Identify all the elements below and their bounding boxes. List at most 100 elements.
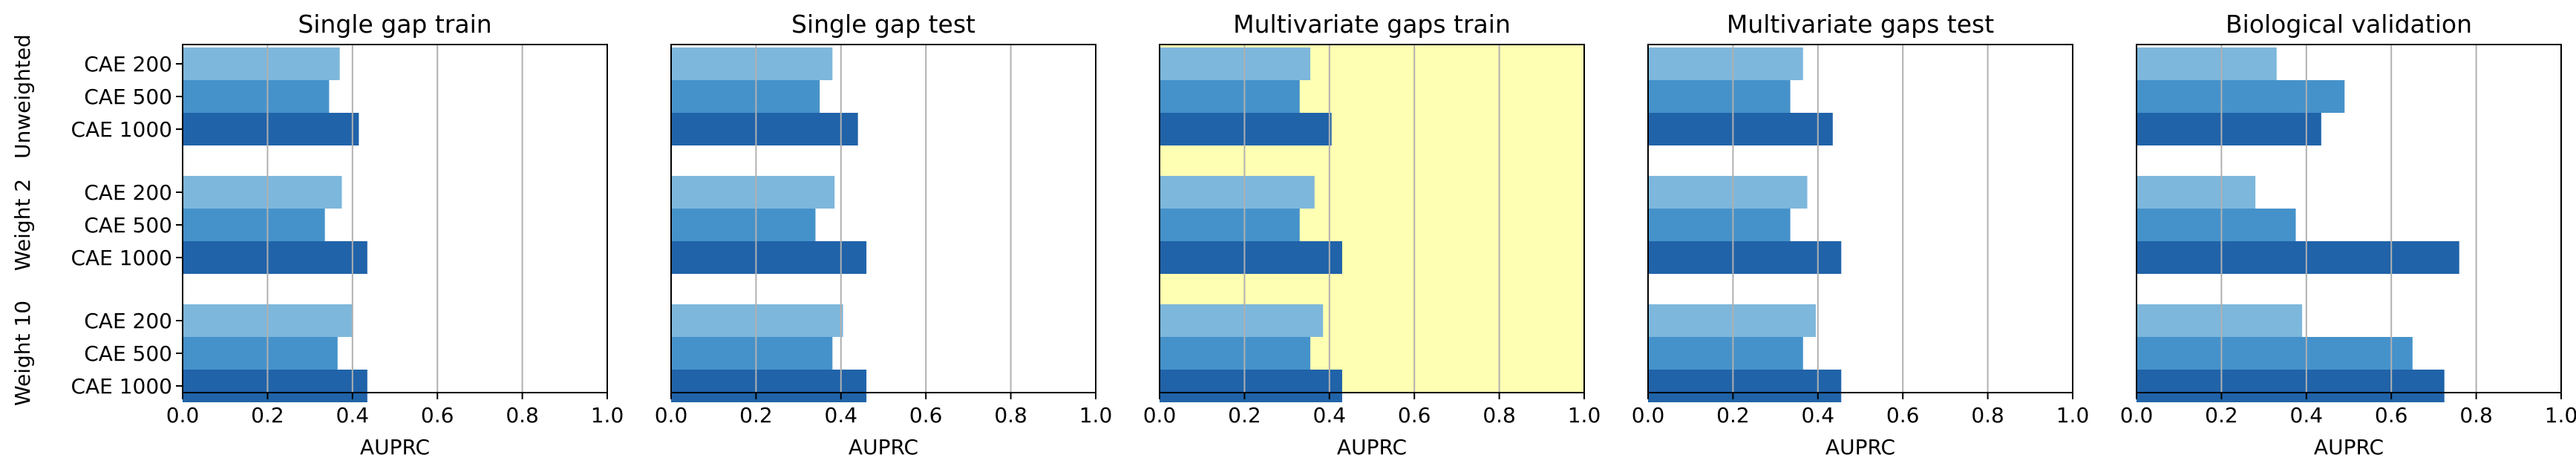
- x-tick-label: 0.8: [506, 403, 539, 428]
- x-tick-label: 0.8: [1482, 403, 1516, 428]
- bar-2-2-0: [1160, 304, 1324, 337]
- x-tick-label: 1.0: [1079, 403, 1113, 428]
- x-tick-label: 0.6: [909, 403, 943, 428]
- bar-0-1-2: [183, 241, 367, 274]
- bar-3-1-0: [1648, 176, 1808, 209]
- x-tick-label: 0.2: [1716, 403, 1750, 428]
- chart-title: Multivariate gaps train: [1233, 10, 1511, 39]
- bar-4-2-2: [2137, 370, 2445, 402]
- bar-0-1-0: [183, 176, 342, 209]
- x-tick-label: 0.2: [2205, 403, 2238, 428]
- x-tick-label: 0.4: [825, 403, 858, 428]
- group-label: Weight 2: [10, 179, 35, 271]
- x-tick-label: 0.8: [2459, 403, 2493, 428]
- axes-frame: [670, 44, 1096, 393]
- chart-title: Biological validation: [2226, 10, 2472, 39]
- bar-1-1-0: [671, 176, 835, 209]
- group-label: Weight 10: [10, 301, 35, 406]
- bar-0-0-2: [183, 113, 359, 145]
- x-tick-label: 0.2: [739, 403, 773, 428]
- chart-panel-4: 0.0 0.2 0.4 0.6 0.8 1.0 AUPRC Multivariate gaps…: [1632, 10, 2090, 459]
- bar-4-1-0: [2137, 176, 2256, 209]
- chart-title: Single gap test: [791, 10, 975, 39]
- y-tick-label: CAE 1000: [71, 374, 172, 399]
- bar-1-2-2: [671, 370, 867, 402]
- x-axis-label: AUPRC: [360, 435, 430, 459]
- x-tick-label: 0.6: [1398, 403, 1431, 428]
- x-tick-label: 0.6: [2375, 403, 2408, 428]
- y-tick-label: CAE 1000: [71, 246, 172, 270]
- bar-3-2-2: [1648, 370, 1842, 402]
- bar-2-0-1: [1160, 80, 1300, 113]
- x-tick-label: 0.4: [1802, 403, 1835, 428]
- group-label: Unweighted: [10, 34, 35, 159]
- bar-2-0-2: [1160, 113, 1332, 145]
- chart-panel-1: 0.0 0.2 0.4 0.6 0.8 1.0 AUPRC Single gap train C…: [10, 10, 624, 459]
- x-tick-label: 0.8: [1971, 403, 2004, 428]
- x-axis-label: AUPRC: [1337, 435, 1407, 459]
- bar-3-1-1: [1648, 209, 1791, 241]
- bar-4-1-2: [2137, 241, 2459, 274]
- bar-1-1-2: [671, 241, 867, 274]
- bar-0-0-0: [183, 48, 340, 80]
- x-tick-label: 0.0: [1632, 403, 1665, 428]
- bar-0-0-1: [183, 80, 330, 113]
- bar-4-0-0: [2137, 48, 2277, 80]
- bar-4-0-2: [2137, 113, 2321, 145]
- bar-3-1-2: [1648, 241, 1842, 274]
- bar-3-0-1: [1648, 80, 1791, 113]
- x-tick-label: 1.0: [1568, 403, 1601, 428]
- y-tick-label: CAE 500: [84, 341, 172, 366]
- bar-0-1-1: [183, 209, 325, 241]
- x-tick-label: 0.6: [421, 403, 454, 428]
- chart-panel-2: 0.0 0.2 0.4 0.6 0.8 1.0 AUPRC Single gap test: [655, 10, 1113, 459]
- axes-frame: [2136, 44, 2562, 393]
- x-tick-label: 0.4: [336, 403, 370, 428]
- bar-3-0-0: [1648, 48, 1803, 80]
- x-tick-label: 1.0: [2545, 403, 2576, 428]
- axes-frame: [182, 44, 608, 393]
- x-axis-label: AUPRC: [849, 435, 918, 459]
- bar-1-2-0: [671, 304, 843, 337]
- bar-2-2-1: [1160, 337, 1311, 370]
- bar-1-0-0: [671, 48, 833, 80]
- bar-3-0-2: [1648, 113, 1833, 145]
- x-tick-label: 0.0: [166, 403, 200, 428]
- y-tick-label: CAE 500: [84, 85, 172, 109]
- chart-panel-5: 0.0 0.2 0.4 0.6 0.8 1.0 AUPRC Biological valida…: [2120, 10, 2576, 459]
- chart-title: Multivariate gaps test: [1727, 10, 1994, 39]
- bar-4-2-0: [2137, 304, 2303, 337]
- bar-2-1-1: [1160, 209, 1300, 241]
- bar-4-0-1: [2137, 80, 2345, 113]
- chart-panel-3: 0.0 0.2 0.4 0.6 0.8 1.0 AUPRC Multivariate gaps…: [1143, 10, 1601, 459]
- y-tick-label: CAE 200: [84, 309, 172, 333]
- bar-4-2-1: [2137, 337, 2413, 370]
- bar-1-0-1: [671, 80, 820, 113]
- x-axis-label: AUPRC: [1825, 435, 1895, 459]
- x-axis-label: AUPRC: [2314, 435, 2384, 459]
- x-tick-label: 0.4: [1313, 403, 1347, 428]
- x-tick-label: 1.0: [591, 403, 624, 428]
- bar-0-2-1: [183, 337, 338, 370]
- bar-3-2-1: [1648, 337, 1803, 370]
- bar-4-1-1: [2137, 209, 2296, 241]
- axes-frame: [1159, 44, 1585, 393]
- bar-3-2-0: [1648, 304, 1816, 337]
- bar-1-0-2: [671, 113, 858, 145]
- x-tick-label: 0.2: [251, 403, 284, 428]
- x-tick-label: 1.0: [2056, 403, 2090, 428]
- y-tick-label: CAE 500: [84, 213, 172, 238]
- x-tick-label: 0.4: [2290, 403, 2324, 428]
- bar-2-1-2: [1160, 241, 1342, 274]
- bar-2-2-2: [1160, 370, 1342, 402]
- y-tick-label: CAE 200: [84, 52, 172, 76]
- bar-2-1-0: [1160, 176, 1315, 209]
- x-tick-label: 0.2: [1228, 403, 1261, 428]
- x-tick-label: 0.0: [655, 403, 688, 428]
- chart-title: Single gap train: [298, 10, 491, 39]
- bar-1-2-1: [671, 337, 833, 370]
- x-tick-label: 0.0: [2120, 403, 2154, 428]
- y-tick-label: CAE 1000: [71, 117, 172, 142]
- axes-frame: [1647, 44, 2073, 393]
